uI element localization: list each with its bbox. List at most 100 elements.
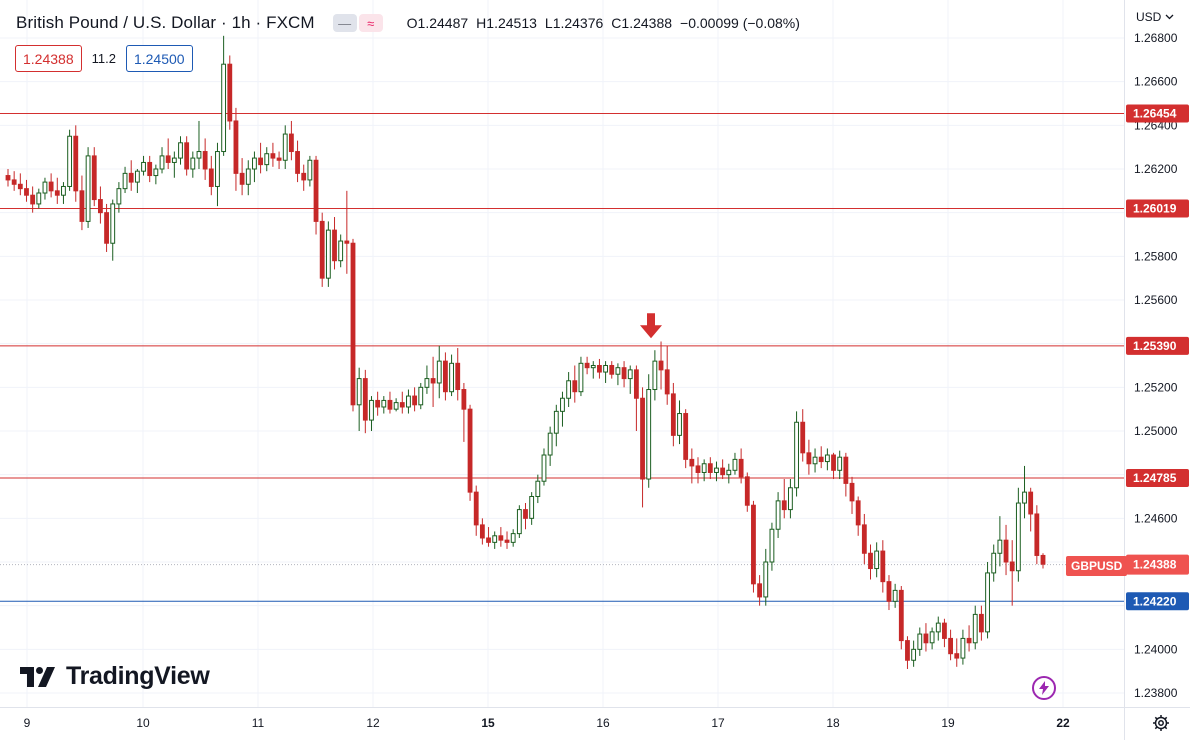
candle-down[interactable]	[79, 190, 85, 222]
candle-down[interactable]	[966, 637, 972, 644]
candle-up[interactable]	[935, 622, 941, 633]
candle-up[interactable]	[122, 172, 128, 190]
candle-down[interactable]	[855, 500, 861, 526]
candle-up[interactable]	[178, 142, 183, 159]
candle-down[interactable]	[923, 633, 929, 644]
candle-down[interactable]	[319, 220, 325, 279]
candle-up[interactable]	[529, 496, 535, 519]
candle-down[interactable]	[73, 135, 79, 192]
candle-up[interactable]	[516, 509, 522, 535]
candle-down[interactable]	[1034, 513, 1040, 556]
candle-down[interactable]	[227, 63, 233, 122]
candle-down[interactable]	[91, 155, 97, 201]
candle-up[interactable]	[196, 151, 202, 159]
candle-up[interactable]	[356, 378, 362, 406]
candle-down[interactable]	[387, 399, 393, 410]
candle-up[interactable]	[190, 157, 196, 170]
candle-down[interactable]	[738, 458, 744, 478]
candle-up[interactable]	[788, 487, 793, 511]
candle-down[interactable]	[412, 395, 418, 406]
candle-up[interactable]	[701, 463, 707, 473]
candle-down[interactable]	[479, 524, 485, 539]
candle-down[interactable]	[1040, 554, 1046, 565]
candle-up[interactable]	[652, 360, 658, 391]
candle-up[interactable]	[171, 157, 177, 163]
candle-up[interactable]	[541, 454, 547, 482]
candle-down[interactable]	[621, 367, 627, 380]
candle-up[interactable]	[252, 157, 257, 170]
candle-up[interactable]	[406, 395, 411, 408]
candle-up[interactable]	[892, 589, 898, 602]
symbol-title[interactable]: British Pound / U.S. Dollar · 1h · FXCM	[16, 13, 315, 32]
candle-down[interactable]	[898, 589, 904, 642]
wave-icon[interactable]: ≈	[358, 14, 383, 32]
candle-down[interactable]	[11, 179, 17, 185]
candle-down[interactable]	[597, 365, 602, 373]
candle-up[interactable]	[153, 168, 159, 177]
candle-down[interactable]	[17, 183, 23, 190]
candle-down[interactable]	[147, 161, 153, 177]
candle-down[interactable]	[208, 168, 214, 187]
candle-down[interactable]	[800, 421, 806, 454]
candle-down[interactable]	[849, 482, 855, 502]
candle-up[interactable]	[677, 413, 682, 436]
candle-down[interactable]	[5, 175, 11, 181]
candle-up[interactable]	[775, 500, 781, 530]
candle-down[interactable]	[843, 456, 849, 484]
candle-down[interactable]	[375, 399, 381, 408]
candle-down[interactable]	[707, 463, 713, 473]
candle-up[interactable]	[436, 360, 442, 384]
candle-up[interactable]	[141, 161, 146, 172]
candle-up[interactable]	[338, 240, 344, 262]
candle-down[interactable]	[806, 452, 812, 465]
candle-up[interactable]	[794, 421, 799, 489]
candle-up[interactable]	[547, 432, 553, 456]
candle-up[interactable]	[67, 135, 73, 187]
candle-down[interactable]	[683, 413, 689, 460]
candle-up[interactable]	[424, 378, 430, 388]
candle-up[interactable]	[1015, 502, 1021, 572]
candle-down[interactable]	[288, 133, 294, 153]
candle-down[interactable]	[695, 465, 701, 473]
candle-up[interactable]	[837, 456, 843, 471]
candle-up[interactable]	[85, 155, 91, 222]
candle-down[interactable]	[689, 458, 695, 467]
candle-down[interactable]	[48, 181, 54, 192]
candle-down[interactable]	[905, 640, 910, 661]
candle-up[interactable]	[492, 535, 498, 543]
candle-down[interactable]	[498, 535, 504, 541]
candle-down[interactable]	[344, 240, 350, 244]
candle-up[interactable]	[245, 168, 251, 185]
settings-gear-icon[interactable]	[1150, 712, 1172, 734]
candle-up[interactable]	[726, 469, 732, 476]
candle-up[interactable]	[590, 365, 596, 369]
candle-down[interactable]	[757, 583, 763, 598]
candle-down[interactable]	[165, 155, 171, 163]
candle-up[interactable]	[732, 458, 738, 471]
candle-down[interactable]	[467, 408, 473, 493]
candle-down[interactable]	[664, 369, 670, 395]
candle-up[interactable]	[36, 192, 42, 205]
candle-up[interactable]	[418, 386, 424, 406]
candle-down[interactable]	[720, 467, 726, 476]
candle-down[interactable]	[24, 188, 29, 196]
candle-up[interactable]	[578, 362, 584, 393]
candle-up[interactable]	[510, 533, 516, 543]
candle-up[interactable]	[221, 63, 227, 153]
candle-down[interactable]	[1028, 491, 1034, 515]
candle-down[interactable]	[880, 550, 886, 583]
candle-up[interactable]	[911, 648, 917, 661]
candle-down[interactable]	[1009, 561, 1015, 572]
candle-down[interactable]	[128, 172, 134, 183]
candle-down[interactable]	[233, 120, 239, 174]
minus-icon[interactable]: —	[332, 14, 357, 32]
tradingview-logo[interactable]: TradingView	[20, 662, 210, 691]
candle-up[interactable]	[714, 467, 719, 473]
candle-down[interactable]	[504, 539, 510, 543]
candle-up[interactable]	[264, 153, 270, 166]
candle-down[interactable]	[104, 212, 109, 244]
candle-down[interactable]	[584, 362, 590, 369]
candle-down[interactable]	[313, 159, 319, 222]
candle-up[interactable]	[381, 399, 387, 408]
candle-up[interactable]	[985, 572, 990, 633]
